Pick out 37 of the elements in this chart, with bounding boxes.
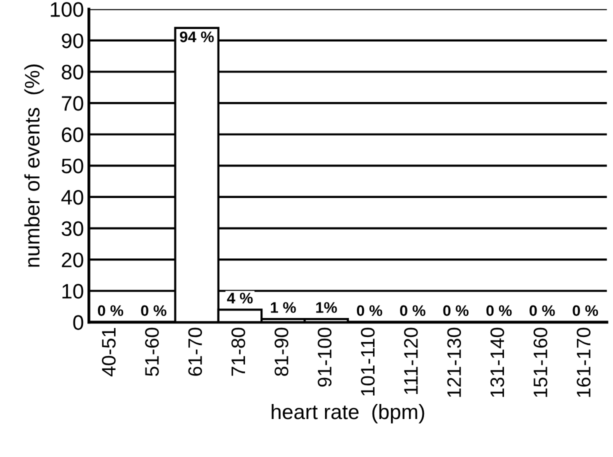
x-tick-label: 40-51 xyxy=(102,328,116,376)
data-label: 4 % xyxy=(227,292,253,304)
y-tick-label: 0 xyxy=(73,315,84,330)
x-tick-label: 61-70 xyxy=(188,328,202,376)
y-tick-label: 60 xyxy=(62,127,84,142)
y-tick-label: 40 xyxy=(61,190,84,205)
data-label: 0 % xyxy=(572,305,598,316)
data-label: 0 % xyxy=(141,305,166,316)
x-tick-label: 131-140 xyxy=(490,328,504,397)
data-label: 0 % xyxy=(486,305,512,316)
x-tick-label: 91-100 xyxy=(318,328,332,387)
data-label: 0 % xyxy=(356,305,382,316)
x-tick-label: 161-170 xyxy=(576,328,591,397)
x-axis-title: heart rate (bpm) xyxy=(272,404,424,424)
y-tick-label: 100 xyxy=(50,2,84,17)
data-label: 0 % xyxy=(443,305,469,316)
data-label: 94 % xyxy=(180,31,214,42)
x-tick-label: 101-110 xyxy=(360,328,375,396)
y-tick-label: 50 xyxy=(62,158,84,174)
y-axis-title: number of events (%) xyxy=(24,64,44,267)
y-tick-label: 30 xyxy=(62,221,84,236)
y-tick-label: 90 xyxy=(62,33,84,48)
x-tick-label: 71-80 xyxy=(231,328,246,376)
data-label: 1 % xyxy=(270,302,296,313)
x-tick-label: 51-60 xyxy=(145,328,159,376)
x-tick-label: 81-90 xyxy=(274,328,288,376)
data-label: 0 % xyxy=(400,305,426,316)
y-tick-label: 10 xyxy=(62,284,84,299)
data-label: 1% xyxy=(316,302,337,313)
x-tick-label: 151-160 xyxy=(534,328,548,397)
y-tick-label: 70 xyxy=(62,96,84,111)
data-label: 0 % xyxy=(98,305,124,316)
y-tick-label: 80 xyxy=(62,64,84,80)
y-tick-label: 20 xyxy=(62,252,84,268)
data-label: 0 % xyxy=(530,305,555,316)
x-tick-label: 111-120 xyxy=(404,328,418,394)
x-tick-label: 121-130 xyxy=(447,328,462,397)
